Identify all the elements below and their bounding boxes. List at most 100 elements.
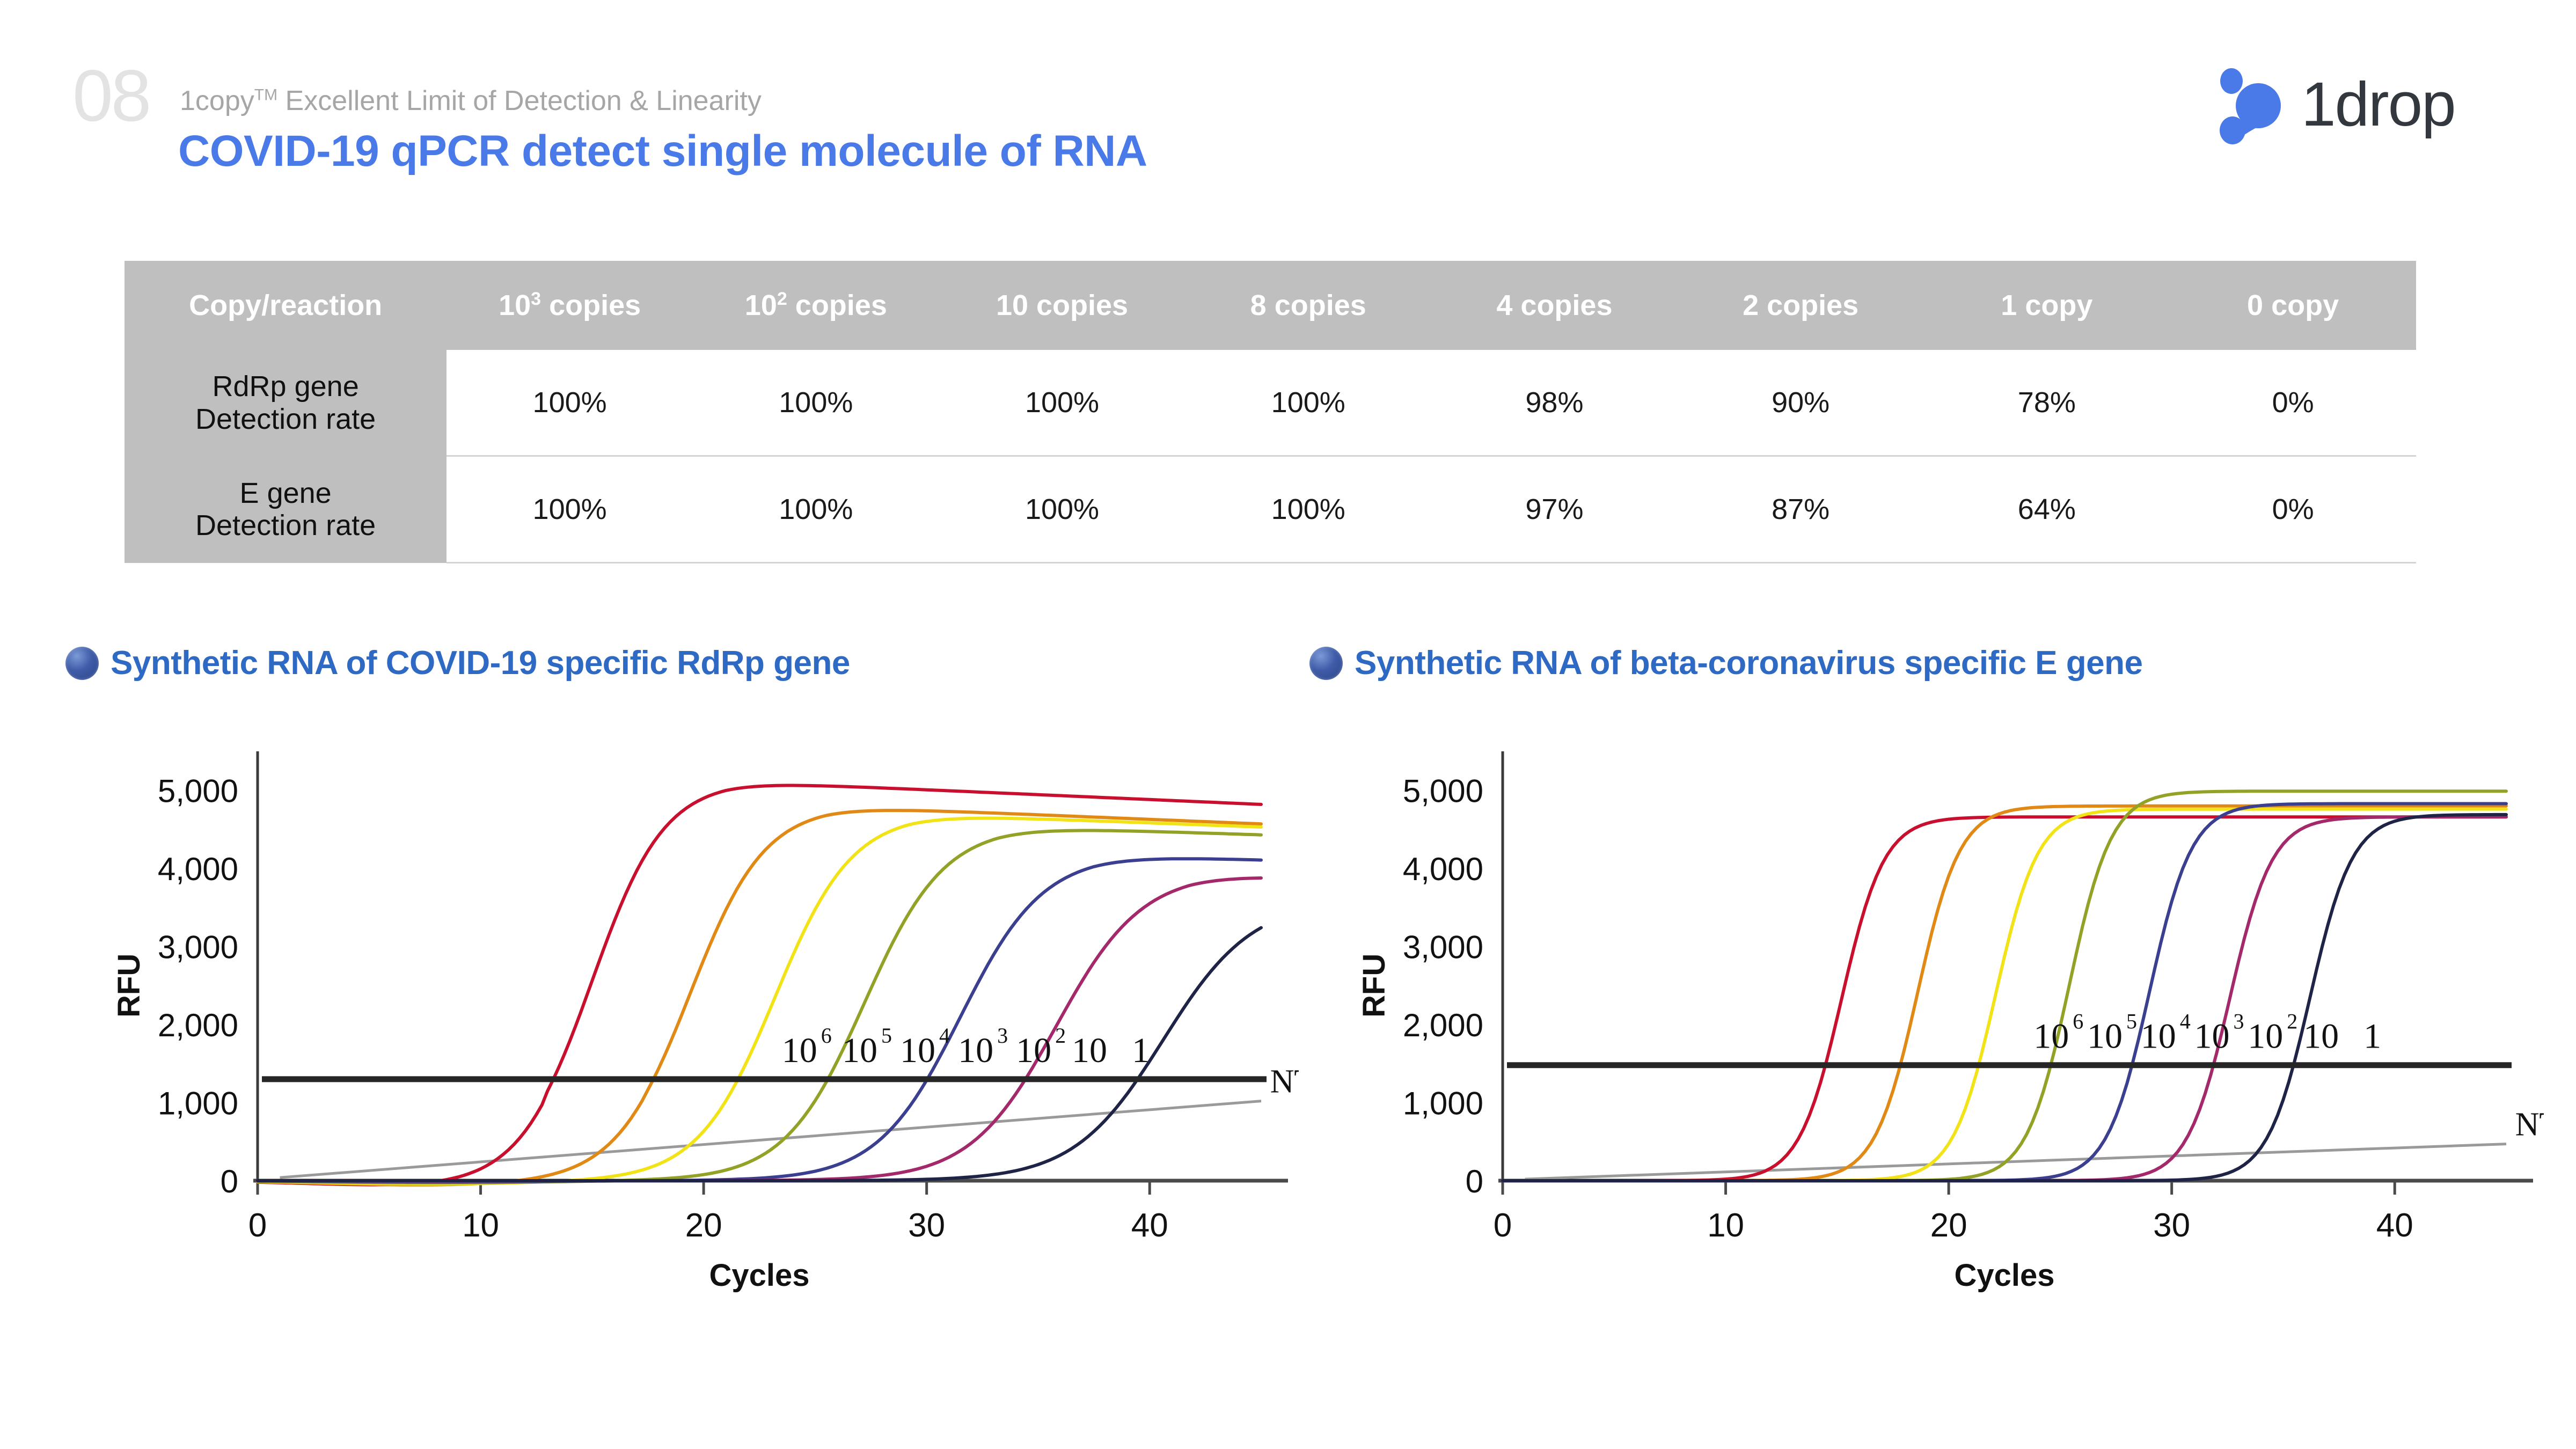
svg-text:2: 2 — [2287, 1009, 2297, 1034]
svg-text:NTC: NTC — [1270, 1064, 1299, 1100]
cell-value: 87% — [1677, 456, 1924, 564]
svg-text:30: 30 — [2153, 1207, 2190, 1244]
svg-text:0: 0 — [1466, 1163, 1483, 1199]
svg-text:3: 3 — [997, 1023, 1008, 1048]
table-row: E gene Detection rate 100% 100% 100% 100… — [125, 456, 2416, 564]
row-header-line1: E gene — [239, 477, 332, 509]
svg-text:4: 4 — [2180, 1009, 2191, 1034]
svg-text:10: 10 — [900, 1031, 935, 1070]
svg-text:1,000: 1,000 — [1403, 1086, 1483, 1122]
cell-value: 100% — [939, 456, 1185, 564]
svg-text:0: 0 — [221, 1163, 238, 1199]
bullet-sphere-icon — [65, 646, 99, 680]
cell-value: 100% — [447, 456, 693, 564]
svg-text:5: 5 — [881, 1023, 892, 1048]
svg-text:10: 10 — [2141, 1017, 2176, 1056]
column-header-1e3: 103 copies — [447, 261, 693, 350]
section-heading-label: Synthetic RNA of beta-coronavirus specif… — [1355, 645, 2143, 682]
cell-value: 98% — [1431, 350, 1678, 457]
eyebrow-suffix: Excellent Limit of Detection & Linearity — [277, 85, 762, 116]
svg-text:10: 10 — [958, 1031, 993, 1070]
row-header-egene: E gene Detection rate — [125, 456, 447, 563]
svg-text:NTC: NTC — [2515, 1107, 2544, 1143]
svg-text:4,000: 4,000 — [1403, 851, 1483, 887]
cell-value: 100% — [447, 350, 693, 457]
svg-text:20: 20 — [1930, 1207, 1967, 1244]
section-heading-rdrp: Synthetic RNA of COVID-19 specific RdRp … — [65, 644, 850, 682]
cell-value: 78% — [1923, 350, 2170, 457]
droplet-logo-icon — [2220, 68, 2281, 144]
cell-value: 90% — [1677, 350, 1924, 457]
svg-text:10: 10 — [2194, 1017, 2229, 1056]
svg-text:10: 10 — [2087, 1017, 2123, 1056]
svg-text:RFU: RFU — [1357, 954, 1392, 1018]
detection-rate-table: Copy/reaction 103 copies 102 copies 10 c… — [125, 261, 2416, 583]
column-header-8: 8 copies — [1185, 261, 1432, 350]
row-header-line1: RdRp gene — [212, 370, 359, 403]
svg-text:1,000: 1,000 — [158, 1086, 238, 1122]
brand-logo: 1drop — [2216, 67, 2506, 145]
table-header-row: Copy/reaction 103 copies 102 copies 10 c… — [125, 261, 2416, 350]
svg-text:1: 1 — [2363, 1017, 2381, 1056]
svg-text:10: 10 — [2303, 1017, 2339, 1056]
column-header-0: 0 copy — [2170, 261, 2416, 350]
section-heading-label: Synthetic RNA of COVID-19 specific RdRp … — [111, 645, 850, 682]
svg-text:RFU: RFU — [112, 954, 147, 1018]
svg-text:6: 6 — [821, 1023, 832, 1048]
svg-text:10: 10 — [2248, 1017, 2283, 1056]
amplification-chart-rdrp: 0 1,000 2,000 3,000 4,000 5,000 RFU 0 10 20 30 40 Cy… — [97, 735, 1299, 1315]
cell-value: 0% — [2170, 456, 2416, 564]
column-header-1: 1 copy — [1923, 261, 2170, 350]
column-header-copy-reaction: Copy/reaction — [125, 261, 447, 350]
svg-text:10: 10 — [1072, 1031, 1107, 1070]
svg-text:10: 10 — [1707, 1207, 1744, 1244]
cell-value: 0% — [2170, 350, 2416, 457]
svg-text:5,000: 5,000 — [158, 773, 238, 809]
svg-text:30: 30 — [908, 1207, 945, 1244]
svg-text:10: 10 — [782, 1031, 817, 1070]
svg-text:10: 10 — [1016, 1031, 1051, 1070]
column-header-2: 2 copies — [1677, 261, 1924, 350]
slide-header: 08 1copyTM Excellent Limit of Detection … — [0, 0, 2576, 225]
row-header-rdrp: RdRp gene Detection rate — [125, 350, 447, 456]
svg-text:2: 2 — [1055, 1023, 1066, 1048]
svg-text:10: 10 — [842, 1031, 877, 1070]
svg-text:20: 20 — [685, 1207, 722, 1244]
cell-value: 100% — [939, 350, 1185, 457]
svg-text:3,000: 3,000 — [1403, 930, 1483, 965]
amplification-chart-egene: 0 1,000 2,000 3,000 4,000 5,000 RFU 0 10 20 30 40 Cy… — [1342, 735, 2544, 1315]
trademark-mark: TM — [254, 86, 278, 104]
column-header-1e2: 102 copies — [692, 261, 939, 350]
row-header-line2: Detection rate — [195, 509, 376, 541]
section-heading-egene: Synthetic RNA of beta-coronavirus specif… — [1309, 644, 2143, 682]
svg-text:0: 0 — [1494, 1207, 1512, 1244]
svg-text:1: 1 — [1132, 1031, 1150, 1070]
cell-value: 64% — [1923, 456, 2170, 564]
svg-text:3,000: 3,000 — [158, 930, 238, 965]
svg-text:10: 10 — [2033, 1017, 2069, 1056]
svg-text:5: 5 — [2126, 1009, 2137, 1034]
bullet-sphere-icon — [1309, 646, 1343, 680]
svg-text:0: 0 — [248, 1207, 267, 1244]
table-row: RdRp gene Detection rate 100% 100% 100% … — [125, 350, 2416, 457]
svg-text:Cycles: Cycles — [709, 1258, 809, 1293]
row-header-line2: Detection rate — [195, 402, 376, 435]
svg-text:5,000: 5,000 — [1403, 773, 1483, 809]
cell-value: 100% — [692, 350, 939, 457]
svg-text:3: 3 — [2233, 1009, 2244, 1034]
svg-text:6: 6 — [2073, 1009, 2083, 1034]
svg-text:10: 10 — [462, 1207, 499, 1244]
svg-text:Cycles: Cycles — [1954, 1258, 2054, 1293]
slide-number: 08 — [72, 55, 151, 136]
brand-wordmark: 1drop — [2301, 69, 2456, 139]
cell-value: 100% — [692, 456, 939, 564]
page-title: COVID-19 qPCR detect single molecule of … — [178, 127, 1147, 175]
eyebrow-prefix: 1copy — [180, 85, 254, 116]
eyebrow-subtitle: 1copyTM Excellent Limit of Detection & L… — [180, 85, 762, 117]
cell-value: 97% — [1431, 456, 1678, 564]
svg-text:2,000: 2,000 — [158, 1007, 238, 1043]
svg-text:2,000: 2,000 — [1403, 1007, 1483, 1043]
svg-text:4: 4 — [939, 1023, 950, 1048]
column-header-10: 10 copies — [939, 261, 1185, 350]
svg-text:40: 40 — [1131, 1207, 1168, 1244]
